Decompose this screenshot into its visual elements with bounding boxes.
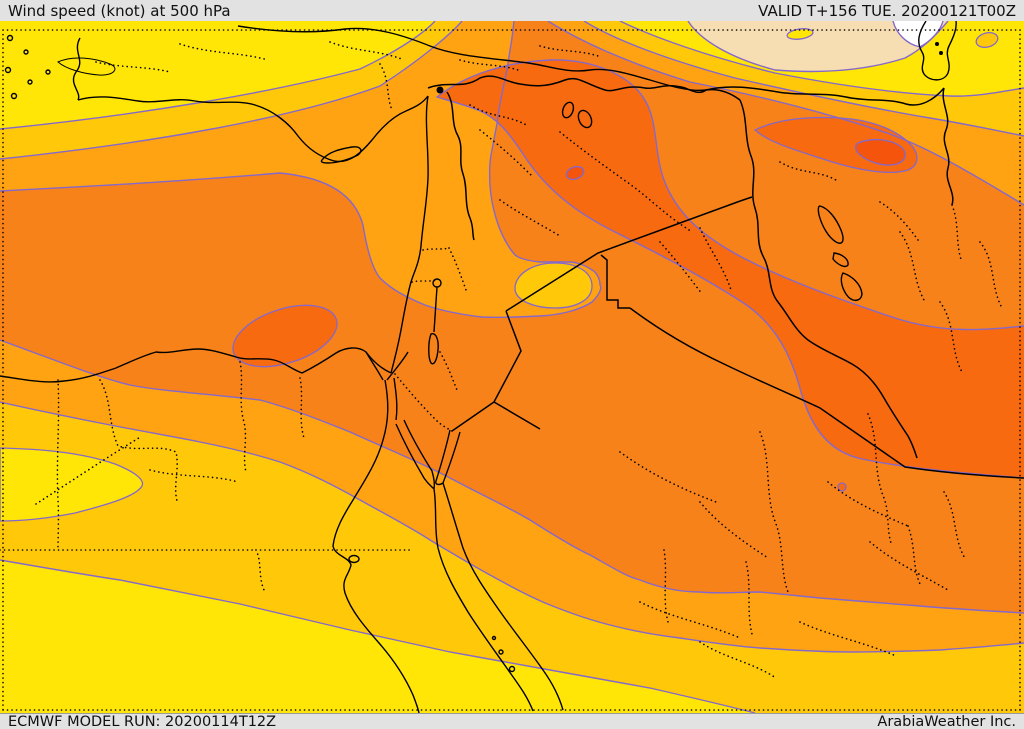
jordan-river xyxy=(433,286,438,333)
admin-borders-dotted xyxy=(0,29,1022,711)
band-gold-northwest xyxy=(0,21,462,159)
isoline xyxy=(0,339,1024,614)
band-dark-orange-tiny-saudi xyxy=(837,482,847,492)
band-dark-orange-egypt-coast xyxy=(232,304,338,368)
jordan-iraq-saudi-step-border xyxy=(600,254,630,309)
suez-canal xyxy=(393,377,398,421)
coastlines xyxy=(0,21,957,713)
isoline xyxy=(547,21,1024,206)
nile-delta-east-branch xyxy=(386,351,409,381)
mediterranean-north-coast xyxy=(77,95,429,163)
dead-sea xyxy=(428,333,439,365)
marmara-sea xyxy=(57,57,116,76)
aegean-coast xyxy=(72,37,81,101)
country-borders-solid xyxy=(427,75,1024,479)
black-sea-coast xyxy=(237,25,707,92)
band-yellow-northwest xyxy=(0,21,435,129)
nile-river xyxy=(332,379,420,713)
model-run-label: ECMWF MODEL RUN: 20200114T12Z xyxy=(8,713,277,729)
isoline xyxy=(0,21,602,319)
band-dark-orange-jet-swath xyxy=(437,59,1024,479)
jordan-saudi-zigzag-border xyxy=(451,310,541,432)
nile-delta-west-branch xyxy=(365,351,384,381)
turkey-caucasus-border xyxy=(705,86,945,106)
hatay-lebanon-border xyxy=(446,91,475,241)
egypt-coast xyxy=(0,347,392,383)
band-core-orange-syria xyxy=(565,165,585,181)
cyprus-island xyxy=(320,146,362,164)
caspian-sea-corner xyxy=(918,21,957,81)
red-sea-islands xyxy=(348,554,516,673)
band-core-orange-northeast xyxy=(854,138,906,166)
band-cream-minimum xyxy=(688,21,948,72)
gulf-of-suez-west-shore xyxy=(395,423,435,490)
page-title: Wind speed (knot) at 500 hPa xyxy=(8,1,231,20)
turkey-syria-border xyxy=(427,75,741,101)
contour-lines xyxy=(0,21,1024,713)
wind-speed-map xyxy=(0,21,1024,713)
gulf-of-aqaba-east-shore xyxy=(442,431,461,484)
aegean-islands xyxy=(4,34,51,100)
isoline xyxy=(0,401,1024,653)
gulf-of-aqaba-west-shore xyxy=(435,429,451,486)
isoline xyxy=(0,21,463,160)
caspian-islet xyxy=(939,51,943,55)
band-gold-blob-right xyxy=(975,32,999,48)
caspian-islet xyxy=(935,42,939,46)
levant-coast xyxy=(390,95,429,374)
red-sea-east-shore xyxy=(442,482,564,711)
band-gold-pocket xyxy=(514,262,593,309)
band-yellow-wedge-west xyxy=(0,447,144,522)
azerbaijan-iran-border xyxy=(942,87,954,206)
map-frame-dotted xyxy=(2,29,1022,711)
iran-lakes xyxy=(817,205,863,302)
wind-speed-bands xyxy=(0,21,1024,713)
brand-label: ArabiaWeather Inc. xyxy=(877,713,1016,729)
isoline xyxy=(583,21,1024,137)
isoline xyxy=(0,21,436,130)
anatolia-lakes xyxy=(436,86,593,129)
valid-time-label: VALID T+156 TUE. 20200121T00Z xyxy=(758,1,1016,20)
footer-bar: ECMWF MODEL RUN: 20200114T12Z ArabiaWeat… xyxy=(0,713,1024,729)
isoline xyxy=(0,559,756,713)
jordan-iraq-border xyxy=(505,196,753,312)
gulf-of-suez-east-shore xyxy=(403,419,436,490)
iran-iraq-border xyxy=(739,99,918,459)
header-bar: Wind speed (knot) at 500 hPa VALID T+156… xyxy=(0,0,1024,21)
isoline xyxy=(619,21,1024,97)
band-yellow-hole-in-cream xyxy=(786,28,814,40)
band-white-minimum xyxy=(893,21,943,47)
iraq-saudi-border xyxy=(629,307,1024,479)
red-sea-west-shore xyxy=(433,488,534,712)
